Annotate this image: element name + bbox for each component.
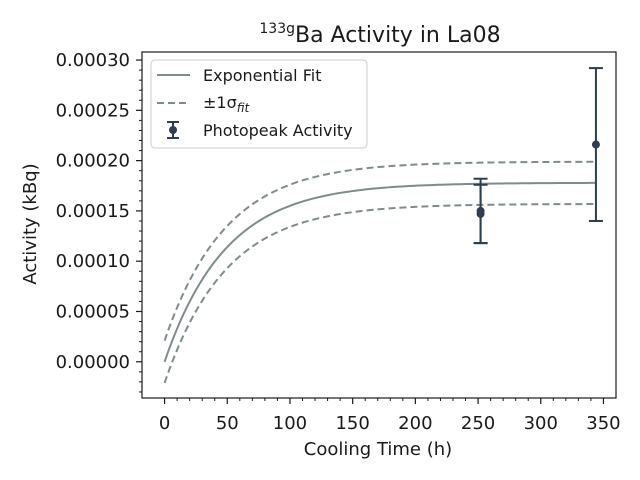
- legend-box: [150, 59, 368, 149]
- x-tick-label-0: 0: [159, 413, 170, 434]
- y-axis-label: Activity (kBq): [20, 163, 41, 284]
- legend-band-label: ±1σfit: [203, 93, 250, 115]
- chart-title-main: Ba Activity in La08: [295, 23, 501, 48]
- chart-title: 133gBa Activity in La08: [259, 21, 500, 48]
- y-tick-label-1: 0.00005: [56, 302, 130, 323]
- y-tick-label-0: 0.00000: [56, 352, 130, 373]
- legend-point-marker: [169, 126, 177, 134]
- fit-upper-band-line: [163, 160, 596, 342]
- fit-lower-band-line: [163, 203, 596, 384]
- fit-curve-line: [163, 181, 596, 363]
- y-tick-label-6: 0.00030: [56, 50, 130, 71]
- y-tick-label-5: 0.00025: [56, 100, 130, 121]
- y-tick-label-2: 0.00010: [56, 251, 130, 272]
- data-point-2: [591, 140, 600, 149]
- x-tick-label-3: 150: [335, 413, 369, 434]
- y-tick-label-3: 0.00015: [56, 201, 130, 222]
- y-tick-label-4: 0.00020: [56, 151, 130, 172]
- legend-points-label: Photopeak Activity: [203, 121, 353, 140]
- legend-fit-label: Exponential Fit: [203, 66, 321, 85]
- x-tick-label-6: 300: [524, 413, 558, 434]
- x-tick-label-7: 350: [586, 413, 620, 434]
- chart-title-superscript: 133g: [259, 21, 295, 37]
- plot-frame: [141, 51, 617, 399]
- x-tick-label-5: 250: [461, 413, 495, 434]
- data-point-1: [476, 209, 485, 218]
- x-axis-label: Cooling Time (h): [304, 439, 452, 460]
- x-tick-label-2: 100: [273, 413, 307, 434]
- x-tick-label-1: 50: [216, 413, 239, 434]
- x-tick-label-4: 200: [398, 413, 432, 434]
